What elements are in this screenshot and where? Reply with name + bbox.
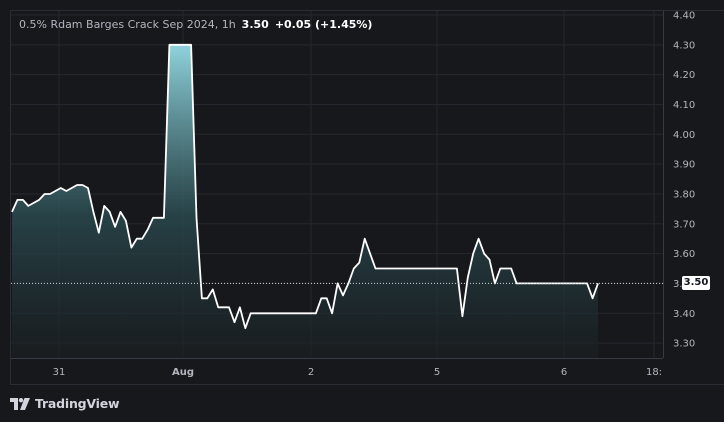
y-tick-label: 4.40	[673, 11, 695, 22]
x-tick-label: 18:	[646, 367, 662, 378]
price-chart[interactable]: 4.40 4.30 4.20 4.10 4.00 3.90 3.80 3.70 3.60 3.50…	[11, 11, 724, 386]
x-tick-label: 2	[308, 367, 314, 378]
tradingview-brand[interactable]: TradingView	[10, 396, 120, 411]
y-tick-label: 4.10	[673, 100, 695, 111]
tradingview-logo-icon	[10, 397, 30, 410]
legend-change: +0.05 (+1.45%)	[274, 18, 373, 31]
y-tick-label: 3.80	[673, 189, 695, 200]
y-tick-label: 4.20	[673, 70, 695, 81]
legend-last-price: 3.50	[241, 18, 269, 31]
y-tick-label: 3.40	[673, 309, 695, 320]
y-tick-label: 3.90	[673, 160, 695, 171]
price-series-line	[11, 43, 599, 330]
x-tick-label: 6	[561, 367, 567, 378]
brand-name: TradingView	[35, 396, 120, 411]
y-tick-label: 3.60	[673, 249, 695, 260]
chart-pane[interactable]: 4.40 4.30 4.20 4.10 4.00 3.90 3.80 3.70 3.60 3.50…	[10, 10, 724, 385]
price-area-fill	[12, 44, 598, 359]
y-tick-label: 4.30	[673, 40, 695, 51]
legend-symbol: 0.5% Rdam Barges Crack Sep 2024, 1h	[19, 18, 236, 31]
y-tick-label: 3.70	[673, 219, 695, 230]
last-price-tag: 3.50	[682, 276, 710, 291]
y-tick-label: 3.30	[673, 339, 695, 350]
x-tick-label: 5	[434, 367, 440, 378]
chart-legend: 0.5% Rdam Barges Crack Sep 2024, 1h 3.50…	[19, 18, 372, 31]
x-tick-label: Aug	[172, 367, 194, 378]
x-tick-label: 31	[53, 367, 66, 378]
y-tick-label: 4.00	[673, 130, 695, 141]
